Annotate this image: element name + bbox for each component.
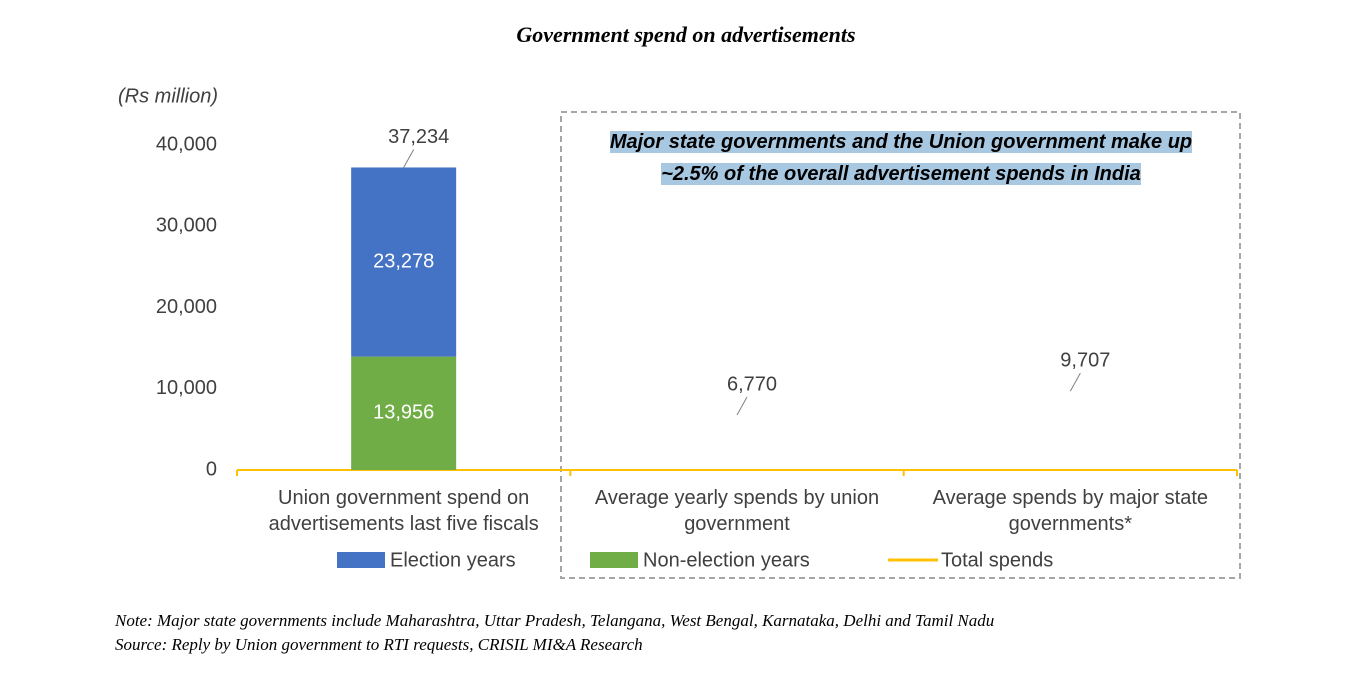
annotation: Major state governments and the Union go… [580, 126, 1222, 190]
bar-value-label: 13,956 [373, 402, 434, 424]
x-tick-label: Union government spend on advertisements… [268, 487, 539, 535]
x-tick-label: Average spends by major state government… [932, 487, 1208, 535]
y-tick-label: 40,000 [156, 133, 217, 155]
bar-segment [351, 356, 457, 470]
legend-swatch [337, 552, 385, 568]
legend-label: Election years [390, 549, 516, 571]
y-axis-label: (Rs million) [118, 85, 218, 107]
annotation-box [560, 111, 1241, 579]
y-tick-label: 10,000 [156, 377, 217, 399]
chart-title: Government spend on advertisements [516, 22, 856, 47]
source: Source: Reply by Union government to RTI… [115, 635, 643, 654]
x-tick-label: Average yearly spends by union governmen… [594, 487, 880, 535]
total-label: 9,707 [1060, 349, 1110, 371]
bar-value-label: 23,278 [373, 250, 434, 272]
y-tick-label: 20,000 [156, 296, 217, 318]
label-leader [736, 396, 748, 416]
note: Note: Major state governments include Ma… [115, 611, 995, 630]
legend-label: Total spends [941, 549, 1053, 571]
total-label: 37,234 [388, 126, 449, 148]
bar-segment [351, 167, 457, 357]
annotation-text: Major state governments and the Union go… [609, 131, 1193, 185]
y-tick-label: 30,000 [156, 215, 217, 237]
legend-swatch [590, 552, 638, 568]
total-label: 6,770 [727, 373, 777, 395]
label-leader [1069, 372, 1081, 392]
label-leader [403, 149, 415, 168]
y-tick-label: 0 [206, 458, 217, 480]
legend-label: Non-election years [643, 549, 810, 571]
